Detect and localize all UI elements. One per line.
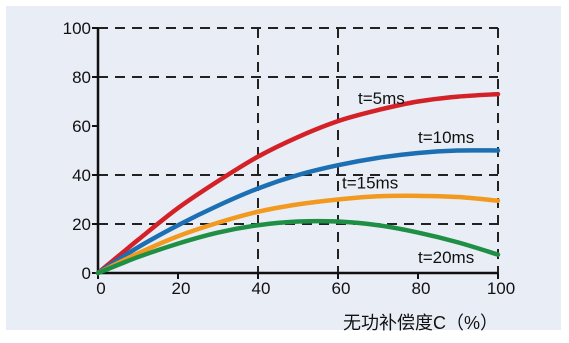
series-line-t=10ms (95, 148, 501, 276)
x-tick-label-40: 40 (252, 279, 271, 298)
x-tick-label-60: 60 (332, 279, 351, 298)
y-tick-label-40: 40 (72, 166, 91, 185)
series-label-t=20ms: t=20ms (418, 248, 474, 267)
x-tick-label-20: 20 (172, 279, 191, 298)
y-tick-label-0: 0 (82, 264, 91, 283)
x-axis-label: 无功补偿度C（%） (343, 313, 498, 333)
x-tick-label-80: 80 (412, 279, 431, 298)
series-label-t=5ms: t=5ms (358, 89, 405, 108)
series-label-t=15ms: t=15ms (342, 173, 398, 192)
series-line-t=20ms (95, 218, 501, 276)
x-tick-label-0: 0 (96, 279, 105, 298)
y-tick-label-100: 100 (63, 19, 91, 38)
x-tick-label-100: 100 (487, 279, 515, 298)
series-line-t=15ms (95, 193, 501, 276)
series-layer (95, 91, 501, 276)
label-layer: t=5ms t=10ms t=15ms t=20ms (342, 89, 474, 267)
y-tick-label-80: 80 (72, 68, 91, 87)
series-line-t=5ms (95, 91, 501, 276)
series-label-t=10ms: t=10ms (418, 128, 474, 147)
y-tick-label-20: 20 (72, 215, 91, 234)
y-tick-label-60: 60 (72, 117, 91, 136)
